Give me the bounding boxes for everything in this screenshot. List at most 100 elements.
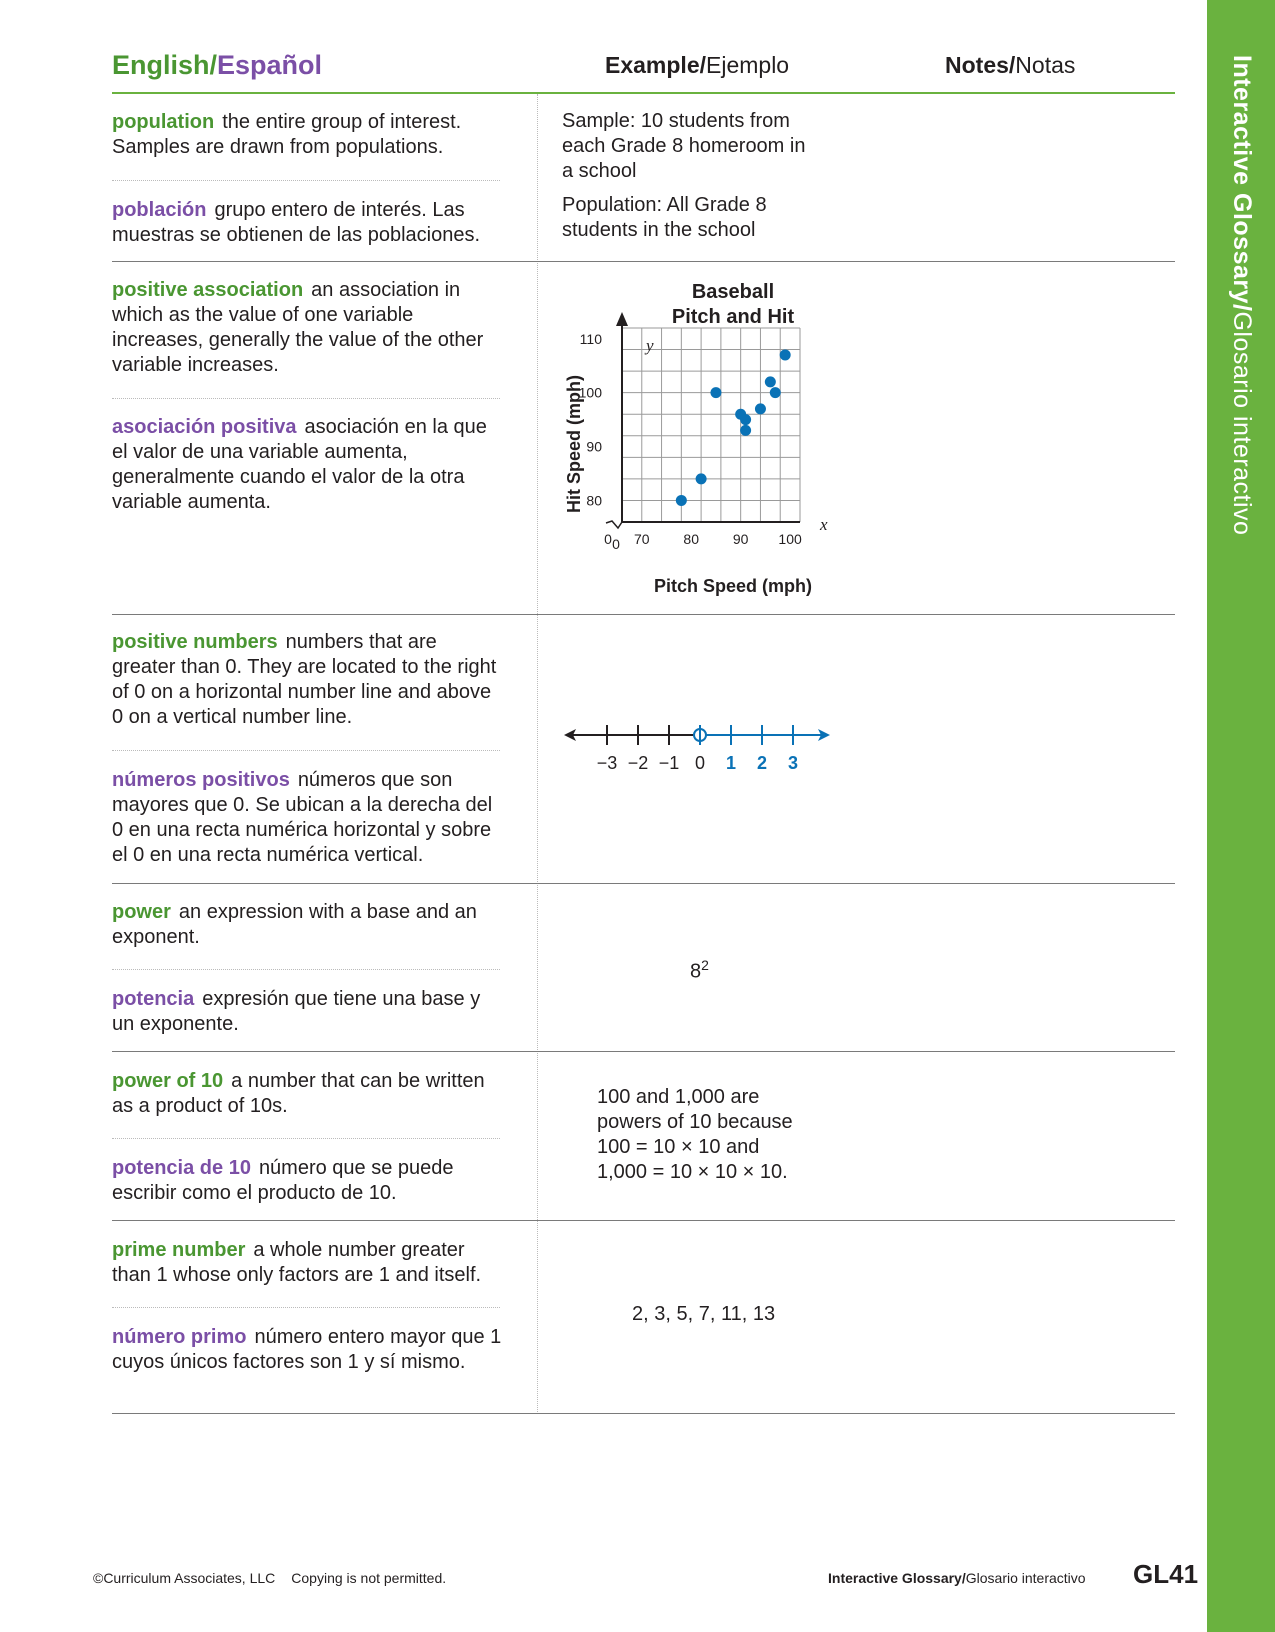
entry-positive-association-es: asociación positiva asociación en la que … [112,415,504,515]
term-en: population [112,111,215,133]
y-axis-arrow-icon [616,312,628,326]
example-population-population: Population: All Grade 8 students in the … [562,194,767,241]
axis-break-label: 0 [612,536,620,552]
power-exponent: 2 [701,957,709,973]
footer-glossary: Interactive Glossary/Glosario interactiv… [828,1570,1086,1586]
data-point [740,424,752,436]
data-point [740,414,752,426]
data-point [695,473,707,485]
number-line: −3 −2 −1 0 1 2 3 [564,725,830,773]
term-en: prime number [112,1239,246,1261]
number-line-label: −1 [659,753,680,773]
data-point [769,387,781,399]
definition-en: an association in which as the value of … [112,279,484,376]
number-line-label: 2 [757,753,767,773]
chart-title-line1: Baseball [692,281,774,303]
entry-positive-numbers-en: positive numbers numbers that are greater… [112,630,504,730]
copying-notice: Copying is not permitted. [291,1570,447,1586]
side-tab-bold: Interactive Glossary/ [1228,55,1256,312]
example-prime-numbers: 2, 3, 5, 7, 11, 13 [632,1303,776,1325]
example-power: 82 [690,953,709,985]
term-es: número primo [112,1326,247,1348]
definition-en: an expression with a base and an exponen… [112,901,477,948]
side-tab-regular: Glosario interactivo [1228,311,1256,536]
definition-divider [112,398,500,399]
header-example-bold: Example/ [605,52,706,78]
column-divider [537,94,538,1414]
header-notes-regular: Notas [1015,52,1076,78]
data-point [675,494,687,506]
header-example: Example/Ejemplo [605,52,789,79]
power-base: 8 [690,960,702,983]
entry-population-en: population the entire group of interest. … [112,110,504,160]
row-divider [112,261,1175,262]
data-point [764,376,776,388]
header-espanol: Español [217,50,323,80]
definition-es: número entero mayor que 1 cuyos únicos f… [112,1326,502,1373]
example-line: powers of 10 because [597,1111,793,1133]
chart-axes [605,312,800,530]
definition-en: the entire group of interest. Samples ar… [112,111,462,158]
x-variable-label: x [819,515,828,534]
term-en: power [112,901,171,923]
entry-positive-association-en: positive association an association in wh… [112,278,504,378]
data-point [710,387,722,399]
x-tick-label: 70 [634,531,650,547]
entry-power-of-10-es: potencia de 10 número que se puede escrib… [112,1156,504,1206]
example-line: 1,000 = 10 × 10 × 10. [597,1161,788,1183]
header-notes-bold: Notes/ [945,52,1016,78]
number-line-label: 1 [726,753,736,773]
entry-power-es: potencia expresión que tiene una base y u… [112,987,504,1037]
definition-en: a number that can be written as a produc… [112,1070,485,1117]
term-en: positive numbers [112,631,278,653]
side-tab-label: Interactive Glossary/Glosario interactiv… [1227,55,1256,535]
definition-divider [112,180,500,181]
entry-prime-number-en: prime number a whole number greater than … [112,1238,504,1288]
definition-en: a whole number greater than 1 whose only… [112,1239,482,1286]
entry-power-en: power an expression with a base and an ex… [112,900,504,950]
axis-break-icon [605,520,623,530]
y-tick-label: 80 [586,492,602,508]
header-english-espanol: English/Español [112,50,322,81]
definition-divider [112,1138,500,1139]
chart-title-line2: Pitch and Hit [672,306,795,328]
row-divider [112,883,1175,884]
footer-glossary-regular: Glosario interactivo [965,1570,1086,1586]
term-es: potencia de 10 [112,1157,251,1179]
x-tick-label: 90 [733,531,749,547]
x-axis-label: Pitch Speed (mph) [654,576,812,596]
chart-grid [621,327,801,523]
scatter-chart: Baseball Pitch and Hit 70 80 90 100 80 90 100 1… [564,281,828,596]
copyright-text: ©Curriculum Associates, LLC [93,1570,276,1586]
y-variable-label: y [644,336,654,355]
x-tick-label: 100 [778,531,802,547]
header-rule [112,92,1175,94]
y-axis-label: Hit Speed (mph) [564,375,584,513]
example-population-sample: Sample: 10 students from each Grade 8 ho… [562,110,806,182]
definition-divider [112,750,500,751]
chart-tick-labels: 70 80 90 100 80 90 100 110 0 [579,331,802,547]
row-divider [112,1051,1175,1052]
side-tab [1207,0,1275,1632]
number-line-ticks: −3 −2 −1 0 1 2 3 [597,725,798,773]
x-tick-label-zero: 0 [604,531,612,547]
definition-divider [112,1307,500,1308]
number-line-label: 3 [788,753,798,773]
y-tick-label: 90 [586,439,602,455]
number-line-label: 0 [695,753,705,773]
definition-divider [112,969,500,970]
definition-es: asociación en la que el valor de una var… [112,416,487,513]
footer-glossary-bold: Interactive Glossary/ [828,1570,966,1586]
definition-es: números que son mayores que 0. Se ubican… [112,769,493,866]
definition-es: grupo entero de interés. Las muestras se… [112,199,481,246]
entry-prime-number-es: número primo número entero mayor que 1 cu… [112,1325,504,1375]
term-en: power of 10 [112,1070,224,1092]
definition-es: número que se puede escribir como el pro… [112,1157,454,1204]
definition-es: expresión que tiene una base y un expone… [112,988,481,1035]
entry-positive-numbers-es: números positivos números que son mayores… [112,768,504,868]
number-line-label: −2 [628,753,649,773]
example-line: 100 and 1,000 are [597,1086,760,1108]
header-example-regular: Ejemplo [706,52,790,78]
footer-copyright: ©Curriculum Associates, LLC Copying is no… [93,1570,446,1586]
left-arrowhead-icon [564,729,576,741]
